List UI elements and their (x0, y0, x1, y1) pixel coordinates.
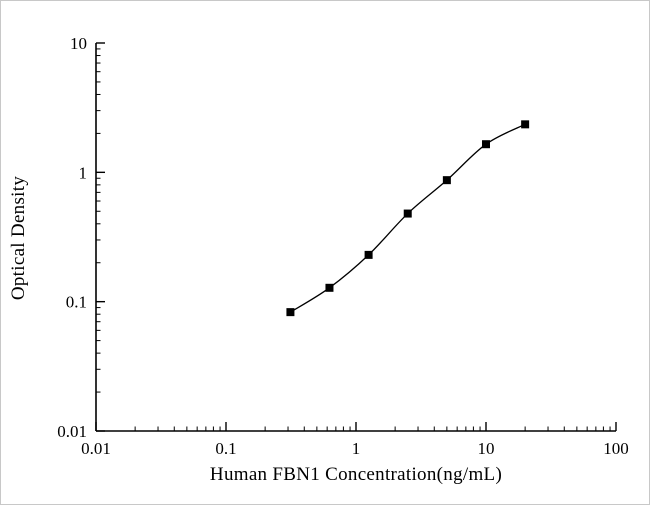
y-tick-label: 10 (70, 34, 87, 53)
x-tick-label: 100 (603, 439, 629, 458)
y-axis-title: Optical Density (8, 175, 29, 301)
y-tick-label: 0.01 (57, 422, 87, 441)
x-tick-label: 1 (352, 439, 361, 458)
data-point-marker (286, 308, 295, 317)
data-point-marker (325, 283, 334, 292)
y-tick-label: 0.1 (66, 293, 87, 312)
x-tick-label: 0.1 (215, 439, 236, 458)
data-point-marker (482, 140, 490, 149)
data-point-marker (364, 250, 373, 259)
x-axis-title: Human FBN1 Concentration(ng/mL) (209, 464, 503, 485)
data-point-marker (403, 209, 412, 218)
x-tick-label: 10 (478, 439, 495, 458)
data-point-marker (521, 120, 530, 129)
x-tick-label: 0.01 (81, 439, 111, 458)
data-point-marker (442, 176, 451, 185)
y-tick-label: 1 (79, 163, 88, 182)
